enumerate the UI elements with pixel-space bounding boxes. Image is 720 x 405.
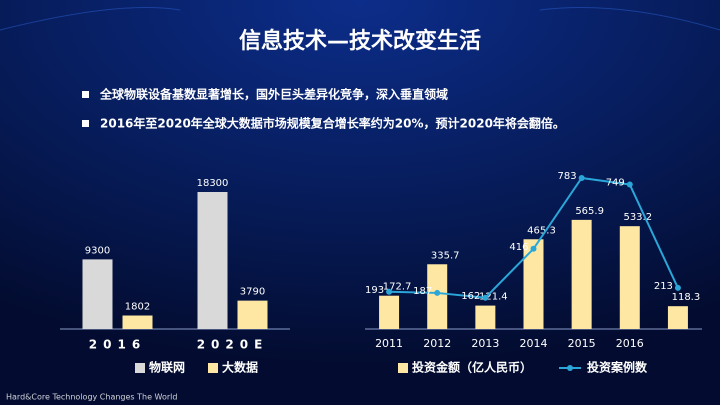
- bar: [523, 239, 544, 329]
- legend-swatch: [208, 363, 218, 373]
- data-label: 162: [461, 291, 480, 302]
- bar: [237, 300, 268, 329]
- legend-label: 大数据: [222, 360, 258, 375]
- data-label: 533.2: [623, 212, 652, 223]
- legend-label: 物联网: [149, 360, 185, 375]
- bar: [197, 192, 228, 329]
- x-tick-label: 2016: [616, 337, 644, 350]
- bar: [379, 295, 400, 329]
- bullet-icon: [82, 120, 89, 127]
- bullet-icon: [82, 91, 89, 98]
- data-label: 187: [413, 286, 432, 297]
- bullet: 全球物联设备基数显著增长，国外巨头差异化竞争，深入垂直领域: [99, 87, 448, 102]
- line-point: [674, 284, 681, 291]
- data-label: 465.3: [527, 225, 556, 236]
- data-label: 118.3: [672, 292, 701, 303]
- data-label: 749: [606, 178, 625, 189]
- x-tick-label: 2014: [520, 337, 548, 350]
- bar: [619, 226, 640, 329]
- line-point: [530, 245, 537, 252]
- data-label: 9300: [85, 245, 110, 256]
- bar: [571, 219, 592, 329]
- bullet: 2016年至2020年全球大数据市场规模复合增长率约为20%，预计2020年将会…: [100, 116, 565, 131]
- legend-swatch: [567, 365, 573, 371]
- x-tick-label: 2011: [375, 337, 403, 350]
- title: 信息技术—技术改变生活: [239, 28, 481, 54]
- x-tick-label: 2020E: [197, 338, 269, 352]
- bar: [82, 259, 113, 329]
- legend-label: 投资案例数: [587, 360, 648, 375]
- bar: [667, 306, 688, 329]
- x-tick-label: 2012: [423, 337, 451, 350]
- data-label: 121.4: [479, 292, 508, 303]
- bar: [475, 305, 496, 329]
- x-tick-label: 2013: [471, 337, 499, 350]
- line-point: [578, 175, 585, 181]
- line-point: [482, 294, 489, 301]
- legend-label: 投资金额（亿人民币）: [412, 360, 532, 375]
- data-label: 18300: [197, 178, 229, 189]
- data-label: 172.7: [383, 282, 412, 293]
- data-label: 416: [509, 242, 528, 253]
- data-label: 1802: [125, 302, 150, 313]
- x-tick-label: 2015: [568, 337, 596, 350]
- x-tick-label: 2016: [89, 338, 146, 352]
- line-point: [626, 181, 633, 188]
- data-label: 193: [365, 285, 384, 296]
- footer: Hard&Core Technology Changes The World: [6, 393, 177, 402]
- line-point: [386, 288, 393, 295]
- data-label: 3790: [240, 287, 265, 298]
- data-label: 783: [558, 171, 577, 182]
- line-point: [434, 289, 441, 296]
- bar: [427, 264, 448, 329]
- legend-swatch: [135, 363, 145, 373]
- data-label: 335.7: [431, 250, 460, 261]
- legend-swatch: [398, 363, 408, 373]
- data-label: 565.9: [575, 206, 604, 217]
- data-label: 213: [654, 281, 673, 292]
- decor: [0, 7, 720, 31]
- bar: [122, 315, 153, 329]
